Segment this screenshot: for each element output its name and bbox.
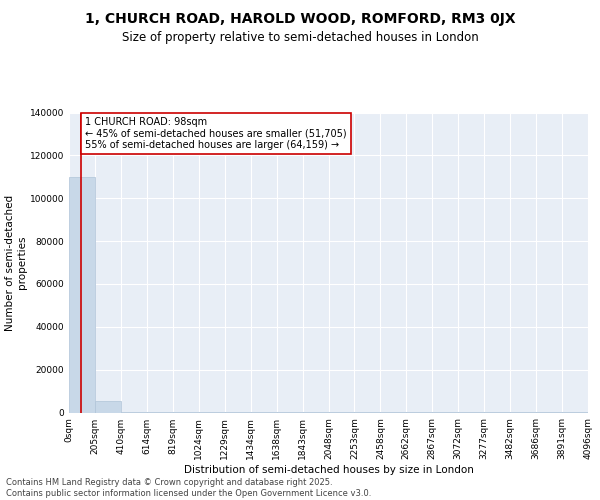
Text: Size of property relative to semi-detached houses in London: Size of property relative to semi-detach… <box>122 31 478 44</box>
Text: 1 CHURCH ROAD: 98sqm
← 45% of semi-detached houses are smaller (51,705)
55% of s: 1 CHURCH ROAD: 98sqm ← 45% of semi-detac… <box>85 117 347 150</box>
Text: 1, CHURCH ROAD, HAROLD WOOD, ROMFORD, RM3 0JX: 1, CHURCH ROAD, HAROLD WOOD, ROMFORD, RM… <box>85 12 515 26</box>
X-axis label: Distribution of semi-detached houses by size in London: Distribution of semi-detached houses by … <box>184 465 473 475</box>
Y-axis label: Number of semi-detached
properties: Number of semi-detached properties <box>5 194 27 330</box>
Text: Contains HM Land Registry data © Crown copyright and database right 2025.
Contai: Contains HM Land Registry data © Crown c… <box>6 478 371 498</box>
Bar <box>69 177 95 412</box>
Bar <box>95 400 121 412</box>
